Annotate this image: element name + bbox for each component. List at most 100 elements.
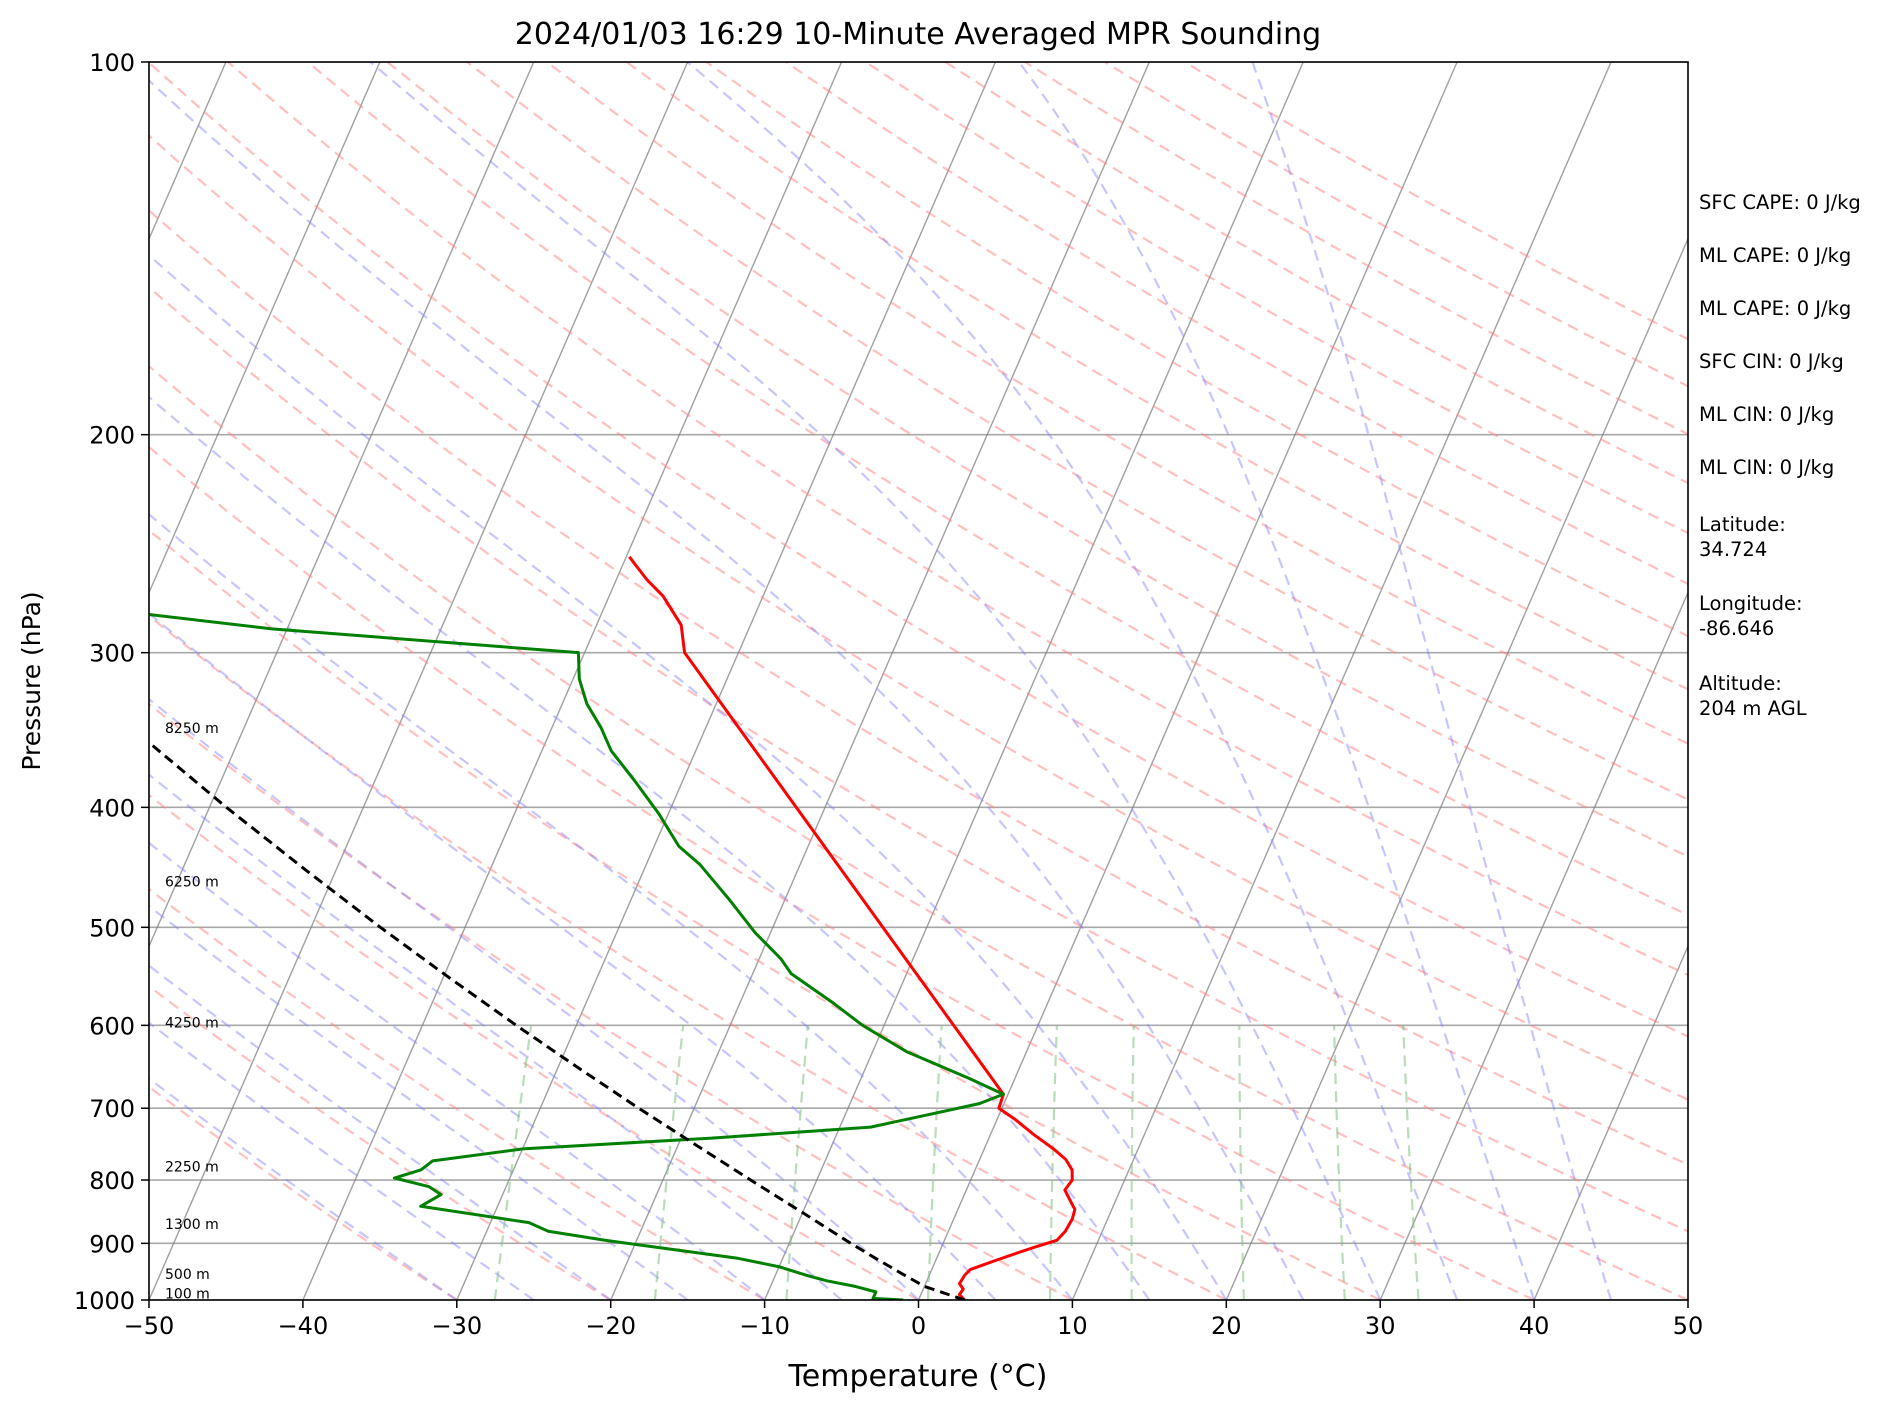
info-panel-line: 34.724: [1699, 538, 1767, 561]
dry-adiabat-line: [149, 793, 920, 1300]
sounding-series: [149, 555, 1077, 1300]
dry-adiabat-line: [149, 887, 766, 1300]
height-label: 1300 m: [165, 1217, 219, 1233]
dry-adiabat-lines: [149, 62, 1688, 1300]
mixing-ratio-line: [493, 1025, 533, 1300]
moist-adiabat-line: [369, 62, 1382, 1300]
chart-title: 2024/01/03 16:29 10-Minute Averaged MPR …: [515, 17, 1321, 52]
pressure-grid: [149, 62, 1688, 1300]
isotherm-line: [149, 62, 689, 1300]
info-panel-line: SFC CIN: 0 J/kg: [1699, 350, 1844, 373]
info-panel-line: ML CIN: 0 J/kg: [1699, 403, 1834, 426]
dry-adiabat-line: [149, 1085, 458, 1300]
dry-adiabat-line: [466, 62, 1688, 801]
moist-adiabat-line: [149, 612, 997, 1300]
x-tick-label: 20: [1211, 1312, 1242, 1340]
height-labels: 100 m 500 m 1300 m 2250 m 4250 m 6250 m 8250 m: [165, 721, 219, 1303]
moist-adiabat-line: [149, 773, 843, 1300]
moist-adiabat-line: [149, 841, 766, 1300]
moist-adiabat-line: [149, 904, 689, 1300]
height-label: 2250 m: [165, 1159, 219, 1175]
y-tick-label: 800: [89, 1167, 135, 1195]
x-tick-label: 40: [1519, 1312, 1550, 1340]
x-tick-label: −10: [739, 1312, 790, 1340]
moist-adiabat-line: [149, 78, 1305, 1300]
isotherm-line: [149, 62, 535, 949]
dry-adiabat-line: [227, 62, 1688, 977]
height-label: 500 m: [165, 1267, 210, 1283]
mixing-ratio-line: [1238, 1025, 1245, 1300]
isotherm-lines: [149, 62, 1688, 1300]
isotherm-line: [456, 62, 997, 1300]
height-label: 4250 m: [165, 1016, 219, 1032]
y-tick-label: 1000: [74, 1287, 135, 1315]
isotherm-line: [1533, 944, 1688, 1300]
y-tick-label: 300: [89, 640, 135, 668]
info-panel-line: Longitude:: [1699, 592, 1803, 615]
isotherm-line: [917, 62, 1458, 1300]
x-tick-label: −40: [278, 1312, 329, 1340]
y-tick-label: 900: [89, 1230, 135, 1258]
dry-adiabat-line: [149, 285, 1688, 1233]
y-tick-label: 700: [89, 1095, 135, 1123]
dry-adiabat-line: [705, 62, 1688, 638]
moist-adiabat-line: [149, 964, 612, 1300]
moist-adiabat-lines: [149, 62, 1613, 1300]
x-tick-label: 0: [911, 1312, 926, 1340]
dry-adiabat-line: [386, 62, 1688, 858]
x-axis-label: Temperature (°C): [788, 1359, 1048, 1394]
isotherm-line: [302, 62, 843, 1300]
mixing-ratio-lines: [493, 1025, 1420, 1300]
moist-adiabat-line: [1018, 62, 1536, 1300]
info-panel-line: ML CAPE: 0 J/kg: [1699, 297, 1851, 320]
dry-adiabat-line: [149, 209, 1688, 1166]
dry-adiabat-line: [149, 62, 1688, 1038]
moist-adiabat-line: [149, 253, 1228, 1300]
plot-area: [149, 62, 1688, 1300]
moist-adiabat-line: [149, 1077, 458, 1300]
mixing-ratio-line: [926, 1025, 943, 1300]
info-panel: SFC CAPE: 0 J/kg ML CAPE: 0 J/kg ML CAPE: …: [1699, 191, 1861, 720]
isotherm-line: [763, 62, 1304, 1300]
info-panel-line: -86.646: [1699, 617, 1774, 640]
y-tick-label: 400: [89, 794, 135, 822]
info-panel-line: SFC CAPE: 0 J/kg: [1699, 191, 1861, 214]
mixing-ratio-line: [1402, 1025, 1420, 1300]
moist-adiabat-line: [686, 62, 1459, 1300]
y-tick-label: 100: [89, 49, 135, 77]
isotherm-line: [610, 62, 1150, 1300]
y-axis-ticks: 100 200 300 400 500 600 700 800 900 1000: [74, 49, 149, 1315]
y-axis-label: Pressure (hPa): [17, 591, 46, 770]
info-panel-line: Altitude:: [1699, 672, 1782, 695]
dry-adiabat-line: [149, 134, 1688, 1101]
moist-adiabat-line: [149, 697, 920, 1300]
dry-adiabat-line: [149, 364, 1688, 1300]
x-tick-label: −50: [124, 1312, 175, 1340]
mixing-ratio-line: [1048, 1025, 1058, 1300]
dry-adiabat-line: [149, 614, 1227, 1300]
x-tick-label: 50: [1673, 1312, 1704, 1340]
x-tick-label: 10: [1057, 1312, 1088, 1340]
x-axis-ticks: −50 −40 −30 −20 −10 0 10 20 30 40 50: [124, 1300, 1704, 1340]
mixing-ratio-line: [785, 1025, 809, 1300]
dry-adiabat-line: [149, 528, 1381, 1300]
height-label: 8250 m: [165, 721, 219, 737]
isotherm-line: [149, 62, 381, 595]
dry-adiabat-line: [149, 445, 1535, 1300]
y-tick-label: 600: [89, 1012, 135, 1040]
dry-adiabat-line: [149, 702, 1073, 1300]
height-label: 6250 m: [165, 874, 219, 890]
info-panel-line: ML CIN: 0 J/kg: [1699, 456, 1834, 479]
moist-adiabat-line: [1251, 62, 1613, 1300]
height-label: 100 m: [165, 1287, 210, 1303]
mixing-ratio-line: [1130, 1025, 1135, 1300]
info-panel-line: 204 m AGL: [1699, 697, 1807, 720]
y-tick-label: 200: [89, 422, 135, 450]
x-tick-label: −30: [431, 1312, 482, 1340]
isotherm-line: [1225, 237, 1688, 1300]
mixing-ratio-line: [653, 1025, 685, 1300]
temperature-profile-line: [628, 555, 1077, 1300]
moist-adiabat-line: [149, 1021, 535, 1300]
isotherm-line: [1379, 590, 1688, 1300]
